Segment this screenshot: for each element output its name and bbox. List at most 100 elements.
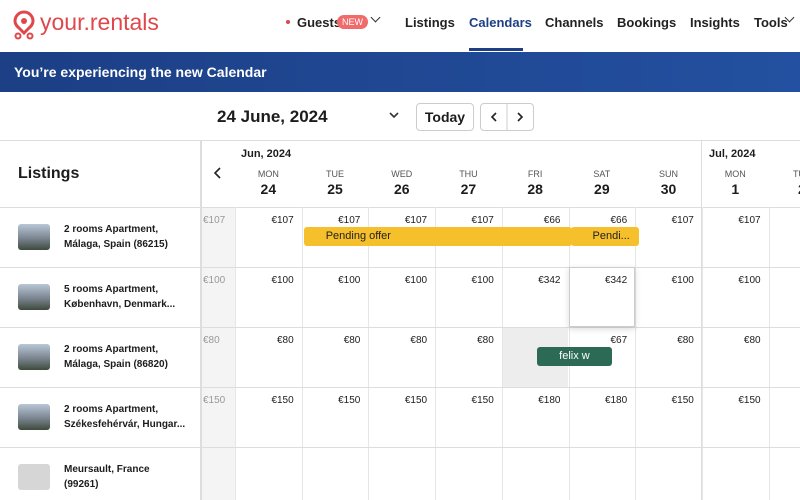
prev-cell [202, 328, 235, 387]
price[interactable]: €107 [271, 215, 294, 226]
day-number: 28 [527, 181, 543, 197]
day-of-week: FRI [527, 169, 543, 179]
grid-line [0, 207, 800, 208]
price[interactable]: €150 [738, 395, 761, 406]
grid-line [0, 387, 800, 388]
prev-cell [202, 388, 235, 447]
banner-bar [0, 52, 800, 92]
thumbnail [18, 344, 50, 370]
price[interactable]: €100 [671, 275, 694, 286]
day-of-week: MON [257, 169, 279, 179]
price[interactable]: €100 [271, 275, 294, 286]
nav-buttons [480, 103, 534, 131]
day-number: 29 [594, 181, 610, 197]
price[interactable]: €100 [738, 275, 761, 286]
grid-line [701, 207, 703, 500]
price[interactable]: €150 [404, 395, 428, 406]
price[interactable]: €107 [338, 215, 361, 226]
grid-line [0, 327, 800, 328]
listing-name[interactable]: Meursault, France [64, 464, 150, 475]
listing-name[interactable]: 5 rooms Apartment, [64, 284, 159, 295]
thumbnail [18, 284, 50, 310]
day-number: 27 [460, 181, 477, 197]
logo[interactable]: your.rentals [40, 9, 159, 35]
cal-prev[interactable] [213, 166, 223, 180]
price: €150 [203, 395, 226, 406]
listing-name[interactable]: København, Denmark... [64, 299, 176, 310]
grid-line [301, 207, 303, 500]
price[interactable]: €107 [671, 215, 694, 226]
price[interactable]: €66 [543, 215, 561, 226]
logo-icon [13, 10, 35, 40]
date-chevron[interactable] [388, 110, 400, 120]
thumbnail [18, 224, 50, 250]
nav-item[interactable]: Guests [297, 15, 342, 30]
listing-name[interactable]: Székesfehérvár, Hungar... [64, 419, 186, 430]
price[interactable]: €180 [604, 395, 628, 406]
listings-title: Listings [18, 165, 80, 182]
day-of-week: TUE [326, 169, 345, 179]
day-of-week: WED [391, 169, 413, 179]
price[interactable]: €180 [538, 395, 561, 406]
listing-name[interactable]: Málaga, Spain (86215) [64, 239, 168, 250]
listing-name[interactable]: (99261) [64, 479, 99, 490]
grid-line [368, 207, 370, 500]
month: Jul, 2024 [709, 148, 756, 160]
cell-hover [568, 267, 636, 327]
nav-item[interactable]: Calendars [469, 15, 532, 30]
price: €100 [203, 275, 226, 286]
prev-cell [202, 448, 235, 500]
price[interactable]: €80 [277, 335, 294, 346]
price[interactable]: €67 [610, 335, 628, 346]
today-button[interactable]: Today [416, 103, 474, 131]
nav-item[interactable]: Listings [405, 15, 455, 30]
grid-line [768, 207, 770, 500]
nav-dot [286, 20, 290, 24]
nav-item[interactable]: Insights [690, 15, 740, 30]
price[interactable]: €80 [410, 335, 428, 346]
price[interactable]: €150 [338, 395, 361, 406]
price[interactable]: €150 [671, 395, 694, 406]
nav-item[interactable]: Tools [754, 15, 788, 30]
divider [0, 140, 800, 141]
booking[interactable]: felix w [537, 347, 612, 366]
listing-name[interactable]: 2 rooms Apartment, [64, 344, 159, 355]
booking[interactable]: Pending offer [303, 227, 573, 246]
price[interactable]: €66 [610, 215, 628, 226]
grid-line [635, 207, 637, 500]
nav-item[interactable]: Bookings [617, 15, 677, 30]
price[interactable]: €80 [343, 335, 361, 346]
price[interactable]: €150 [471, 395, 494, 406]
thumbnail [18, 404, 50, 430]
prev-next[interactable] [481, 104, 533, 130]
day-number: 24 [260, 181, 277, 197]
booking[interactable]: Pendi... [570, 227, 640, 246]
price[interactable]: €100 [404, 275, 428, 286]
day-of-week: THU [459, 169, 478, 179]
price[interactable]: €107 [404, 215, 428, 226]
listing-name[interactable]: 2 rooms Apartment, [64, 404, 159, 415]
price[interactable]: €80 [743, 335, 761, 346]
price[interactable]: €100 [338, 275, 361, 286]
price[interactable]: €80 [477, 335, 494, 346]
price[interactable]: €107 [738, 215, 761, 226]
price[interactable]: €107 [471, 215, 494, 226]
price: €107 [203, 215, 226, 226]
date[interactable]: 24 June, 2024 [217, 107, 328, 126]
banner: You’re experiencing the new Calendar [14, 64, 267, 80]
listing-name[interactable]: Málaga, Spain (86820) [64, 359, 168, 370]
nav-item[interactable]: Channels [545, 15, 604, 30]
listing-name[interactable]: 2 rooms Apartment, [64, 224, 159, 235]
grid-line [235, 207, 236, 500]
price[interactable]: €150 [271, 395, 294, 406]
day-number: 2 [769, 181, 800, 197]
day-number: 26 [393, 181, 410, 197]
grid-line [0, 447, 800, 448]
price[interactable]: €80 [677, 335, 694, 346]
day-of-week: TUE [792, 169, 800, 179]
price[interactable]: €342 [604, 275, 628, 286]
month: Jun, 2024 [241, 148, 292, 160]
price[interactable]: €100 [471, 275, 494, 286]
price[interactable]: €342 [538, 275, 561, 286]
